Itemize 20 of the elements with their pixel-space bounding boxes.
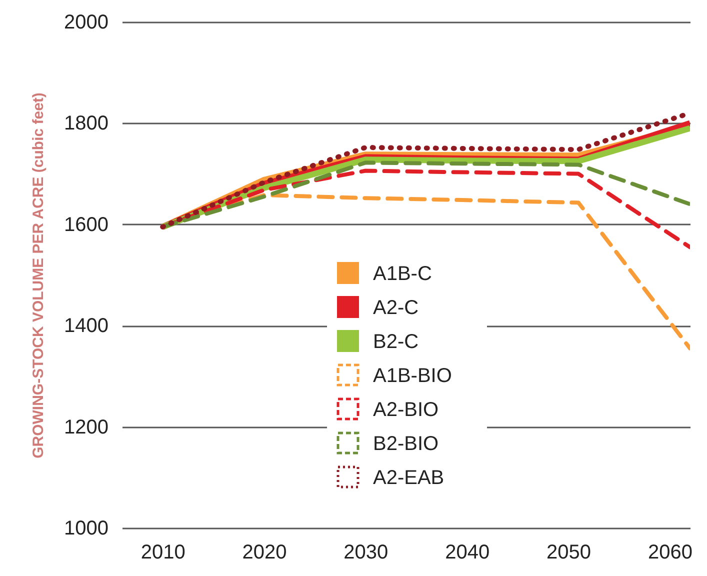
- x-tick-label: 2050: [546, 542, 592, 564]
- legend-label: A2-EAB: [373, 467, 444, 489]
- legend-label: A1B-BIO: [373, 365, 452, 387]
- y-tick-label: 2000: [64, 12, 108, 34]
- x-tick-label: 2010: [140, 542, 186, 564]
- x-tick-label: 2030: [344, 542, 388, 564]
- x-tick-label: 2060: [648, 542, 692, 564]
- legend-label: B2-C: [373, 331, 419, 353]
- y-tick-label: 1400: [64, 315, 108, 338]
- x-tick-label: 2040: [445, 542, 490, 564]
- y-tick-label: 1600: [64, 214, 108, 236]
- legend-label: A2-C: [373, 297, 419, 319]
- y-tick-label: 1800: [64, 112, 108, 135]
- y-tick-label: 1000: [64, 518, 108, 540]
- legend-label: A1B-C: [373, 263, 432, 285]
- y-tick-label: 1200: [64, 416, 108, 438]
- x-tick-label: 2020: [242, 542, 287, 564]
- legend-label: A2-BIO: [373, 399, 439, 421]
- legend-label: B2-BIO: [373, 433, 439, 455]
- y-axis-title: GROWING-STOCK VOLUME PER ACRE (cubic feet): [30, 92, 48, 458]
